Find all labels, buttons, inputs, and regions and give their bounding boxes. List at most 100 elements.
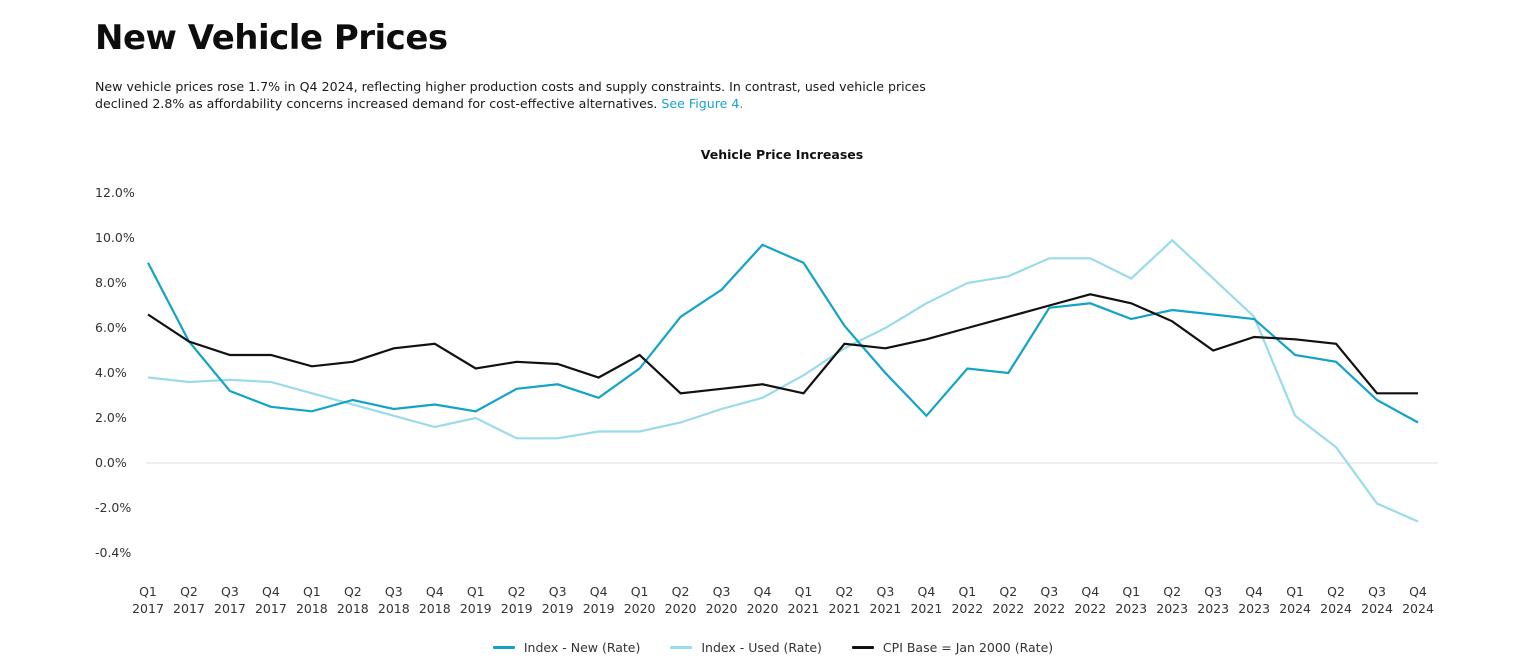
x-tick-year: 2022 xyxy=(992,601,1024,616)
y-tick-label: 4.0% xyxy=(95,365,127,380)
x-tick-year: 2018 xyxy=(337,601,369,616)
x-tick-year: 2024 xyxy=(1361,601,1393,616)
x-tick-label: Q2 2022 xyxy=(992,584,1024,616)
x-tick-label: Q4 2021 xyxy=(910,584,942,616)
series-line-used[interactable] xyxy=(147,238,1419,523)
y-tick-label: 12.0% xyxy=(95,185,135,200)
x-tick-year: 2022 xyxy=(1033,601,1065,616)
x-tick-quarter: Q3 xyxy=(1040,584,1058,599)
x-tick-quarter: Q3 xyxy=(1204,584,1222,599)
y-tick-label: -2.0% xyxy=(95,500,131,515)
legend-label-cpi: CPI Base = Jan 2000 (Rate) xyxy=(882,640,1054,655)
x-tick-label: Q3 2018 xyxy=(378,584,410,616)
x-tick-quarter: Q1 xyxy=(631,584,649,599)
x-tick-quarter: Q3 xyxy=(713,584,731,599)
x-tick-quarter: Q1 xyxy=(303,584,321,599)
x-tick-label: Q3 2021 xyxy=(870,584,902,616)
y-tick-label: -0.4% xyxy=(95,545,131,560)
x-tick-year: 2017 xyxy=(173,601,205,616)
x-tick-year: 2024 xyxy=(1402,601,1434,616)
y-tick-label: 8.0% xyxy=(95,275,127,290)
x-tick-label: Q3 2020 xyxy=(706,584,738,616)
x-tick-label: Q2 2020 xyxy=(665,584,697,616)
series-line-new[interactable] xyxy=(147,243,1419,424)
description-text: New vehicle prices rose 1.7% in Q4 2024,… xyxy=(95,79,926,111)
x-tick-year: 2022 xyxy=(951,601,983,616)
page-title: New Vehicle Prices xyxy=(95,18,448,58)
x-tick-year: 2023 xyxy=(1115,601,1147,616)
x-tick-label: Q4 2017 xyxy=(255,584,287,616)
x-tick-quarter: Q4 xyxy=(262,584,280,599)
x-tick-quarter: Q2 xyxy=(1327,584,1345,599)
x-tick-year: 2021 xyxy=(910,601,942,616)
x-tick-year: 2019 xyxy=(460,601,492,616)
x-tick-year: 2018 xyxy=(296,601,328,616)
legend-swatch-new-icon xyxy=(492,646,515,649)
x-tick-quarter: Q3 xyxy=(385,584,403,599)
x-tick-label: Q2 2021 xyxy=(829,584,861,616)
legend-item-cpi[interactable]: CPI Base = Jan 2000 (Rate) xyxy=(851,640,1054,655)
x-tick-label: Q2 2018 xyxy=(337,584,369,616)
x-tick-quarter: Q3 xyxy=(221,584,239,599)
x-tick-label: Q1 2018 xyxy=(296,584,328,616)
x-tick-quarter: Q3 xyxy=(1368,584,1386,599)
page-description: New vehicle prices rose 1.7% in Q4 2024,… xyxy=(95,78,975,112)
x-tick-quarter: Q2 xyxy=(344,584,362,599)
x-tick-year: 2021 xyxy=(870,601,902,616)
x-tick-label: Q4 2024 xyxy=(1402,584,1434,616)
x-tick-year: 2019 xyxy=(501,601,533,616)
x-tick-year: 2017 xyxy=(255,601,287,616)
x-tick-year: 2023 xyxy=(1238,601,1270,616)
x-tick-label: Q3 2019 xyxy=(542,584,574,616)
x-tick-label: Q2 2023 xyxy=(1156,584,1188,616)
x-tick-year: 2023 xyxy=(1156,601,1188,616)
x-tick-label: Q2 2024 xyxy=(1320,584,1352,616)
x-tick-quarter: Q3 xyxy=(877,584,895,599)
x-tick-label: Q1 2020 xyxy=(624,584,656,616)
x-tick-label: Q2 2019 xyxy=(501,584,533,616)
x-tick-year: 2019 xyxy=(583,601,615,616)
series-line-cpi[interactable] xyxy=(147,293,1418,395)
x-tick-label: Q1 2019 xyxy=(460,584,492,616)
x-tick-year: 2020 xyxy=(706,601,738,616)
y-tick-label: 2.0% xyxy=(95,410,127,425)
x-tick-quarter: Q1 xyxy=(467,584,485,599)
x-tick-quarter: Q2 xyxy=(508,584,526,599)
x-tick-quarter: Q1 xyxy=(1286,584,1304,599)
x-tick-label: Q1 2023 xyxy=(1115,584,1147,616)
x-tick-label: Q2 2017 xyxy=(173,584,205,616)
chart-legend: Index - New (Rate) Index - Used (Rate) C… xyxy=(0,640,1536,655)
see-figure-link[interactable]: See Figure 4. xyxy=(661,96,744,111)
legend-label-used: Index - Used (Rate) xyxy=(701,640,822,655)
legend-swatch-cpi-icon xyxy=(851,646,874,649)
x-tick-label: Q1 2017 xyxy=(132,584,164,616)
x-tick-label: Q4 2022 xyxy=(1074,584,1106,616)
x-tick-year: 2020 xyxy=(747,601,779,616)
x-tick-year: 2018 xyxy=(419,601,451,616)
x-tick-year: 2021 xyxy=(788,601,820,616)
chart-title: Vehicle Price Increases xyxy=(701,147,863,162)
x-tick-year: 2024 xyxy=(1279,601,1311,616)
x-tick-quarter: Q2 xyxy=(180,584,198,599)
x-tick-quarter: Q3 xyxy=(549,584,567,599)
x-tick-label: Q1 2021 xyxy=(788,584,820,616)
x-tick-quarter: Q2 xyxy=(672,584,690,599)
x-tick-quarter: Q4 xyxy=(426,584,444,599)
x-tick-label: Q1 2022 xyxy=(951,584,983,616)
x-tick-quarter: Q2 xyxy=(999,584,1017,599)
x-tick-label: Q4 2020 xyxy=(747,584,779,616)
x-tick-label: Q1 2024 xyxy=(1279,584,1311,616)
x-tick-quarter: Q2 xyxy=(1163,584,1181,599)
legend-label-new: Index - New (Rate) xyxy=(523,640,641,655)
y-tick-label: 10.0% xyxy=(95,230,135,245)
legend-item-new[interactable]: Index - New (Rate) xyxy=(492,640,641,655)
x-tick-year: 2020 xyxy=(624,601,656,616)
x-tick-label: Q3 2024 xyxy=(1361,584,1393,616)
x-tick-quarter: Q4 xyxy=(1245,584,1263,599)
legend-item-used[interactable]: Index - Used (Rate) xyxy=(670,640,822,655)
x-tick-quarter: Q1 xyxy=(1122,584,1140,599)
x-tick-year: 2022 xyxy=(1074,601,1106,616)
x-tick-quarter: Q4 xyxy=(754,584,772,599)
x-tick-year: 2018 xyxy=(378,601,410,616)
x-tick-label: Q3 2022 xyxy=(1033,584,1065,616)
